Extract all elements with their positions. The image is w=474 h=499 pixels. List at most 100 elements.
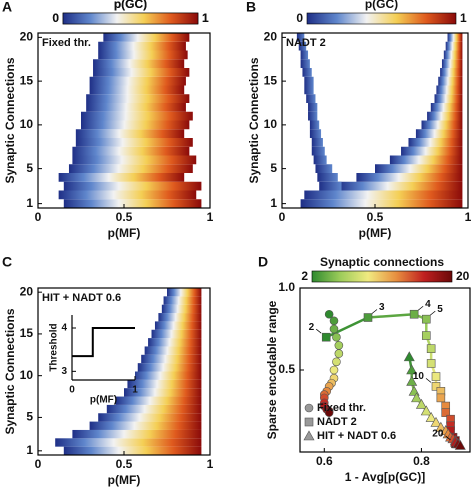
heatmap-row: [148, 338, 202, 347]
x-tick-label: 0.6: [316, 454, 333, 468]
annotation-leader: [445, 435, 451, 441]
data-point: [420, 405, 432, 416]
annotation: 3: [379, 302, 385, 313]
x-tick-label: 0.5: [116, 210, 133, 224]
heatmap-row: [445, 41, 463, 51]
heatmap-row: [72, 155, 197, 165]
heatmap-row: [72, 429, 202, 439]
data-point: [411, 392, 423, 403]
heatmap-row: [300, 199, 463, 208]
colorbar: [306, 12, 457, 25]
legend-marker: [303, 430, 315, 441]
x-axis-label: p(MF): [359, 226, 392, 240]
heatmap-row: [81, 120, 190, 130]
heatmap-row: [72, 146, 190, 156]
heatmap-row: [306, 94, 316, 103]
data-point: [441, 408, 451, 417]
heatmap-row: [163, 296, 202, 305]
data-point: [425, 411, 437, 422]
x-axis-label: 1 - Avg[p(GC)]: [345, 470, 425, 484]
annotation-leader: [316, 328, 322, 334]
heatmap-row: [415, 129, 463, 138]
colorbar-tick-label: 2: [301, 269, 308, 283]
heatmap-row: [337, 181, 463, 191]
colorbar-tick-label: 0: [52, 11, 59, 25]
heatmap-row: [441, 59, 463, 68]
heatmap-row: [63, 181, 202, 191]
heatmap-row: [58, 190, 197, 200]
inset-bg: [72, 315, 135, 380]
heatmap-row: [447, 33, 463, 42]
annotation: 2: [309, 322, 315, 333]
data-point: [329, 316, 339, 326]
colorbar-title: p(GC): [114, 0, 147, 11]
data-point: [334, 349, 344, 358]
heatmap-row: [302, 68, 312, 77]
panel-annotation: Fixed thr.: [42, 37, 91, 49]
y-tick-label: 15: [264, 73, 278, 87]
heatmap-row: [408, 138, 463, 147]
data-point: [332, 332, 341, 342]
heatmap-row: [300, 59, 310, 68]
x-axis-label: p(MF): [108, 473, 141, 487]
annotation-leader: [425, 378, 432, 383]
colorbar-tick-label: 1: [202, 11, 209, 25]
data-point: [403, 351, 415, 362]
data-point: [421, 314, 431, 324]
colorbar-tick-label: 0: [296, 11, 303, 25]
heatmap-row: [89, 76, 186, 86]
heatmap-row: [86, 94, 190, 103]
heatmap-row: [115, 396, 202, 405]
annotation-leader: [371, 309, 378, 314]
legend-label: Fixed thr.: [317, 402, 366, 414]
panel-annotation: NADT 2: [286, 37, 326, 49]
data-point: [436, 393, 446, 403]
y-tick-label: 1: [26, 196, 33, 210]
series-segment: [325, 316, 369, 339]
y-tick-label: 5: [270, 161, 277, 175]
heatmap-row: [98, 41, 186, 51]
heatmap-row: [151, 329, 202, 339]
heatmap-row: [75, 129, 185, 138]
annotation: 10: [413, 371, 425, 382]
x-tick-label: 0: [35, 457, 42, 471]
heatmap-row: [132, 371, 202, 380]
heatmap-row: [309, 129, 322, 138]
y-axis-label: Sparse encodable range: [265, 300, 279, 439]
colorbar: [311, 270, 453, 283]
heatmap-row: [58, 173, 185, 182]
heatmap-row: [356, 173, 463, 182]
heatmap-row: [298, 41, 307, 51]
heatmap-row: [304, 85, 314, 95]
heatmap-row: [375, 164, 463, 173]
y-tick-label: 5: [26, 161, 33, 175]
legend-label: HIT + NADT 0.6: [317, 430, 396, 442]
heatmap-row: [167, 288, 202, 297]
colorbar: [62, 12, 199, 25]
data-point: [324, 408, 334, 417]
heatmap-row: [68, 164, 193, 173]
colorbar-title: p(GC): [365, 0, 398, 11]
heatmap-row: [124, 388, 202, 397]
x-tick-label: 0.5: [116, 457, 133, 471]
data-point: [431, 372, 441, 381]
series-segment: [367, 312, 415, 319]
heatmap-row: [89, 421, 202, 430]
annotation-leader: [417, 305, 424, 311]
data-point: [408, 385, 420, 396]
y-axis-label: Synaptic Connections: [247, 57, 261, 183]
heatmap-row: [55, 438, 202, 447]
data-point: [426, 359, 436, 368]
heatmap-row: [389, 155, 463, 165]
y-axis-label: Synaptic Connections: [3, 57, 17, 183]
heatmap-row: [401, 146, 463, 156]
x-tick-label: 0.8: [413, 454, 430, 468]
data-point: [406, 375, 418, 386]
annotation-leader: [430, 310, 436, 316]
x-tick-label: 1: [207, 457, 214, 471]
data-point: [334, 341, 344, 350]
heatmap-row: [313, 155, 327, 165]
data-point: [430, 416, 442, 427]
x-tick-label: 1: [207, 210, 214, 224]
data-point: [415, 398, 427, 409]
